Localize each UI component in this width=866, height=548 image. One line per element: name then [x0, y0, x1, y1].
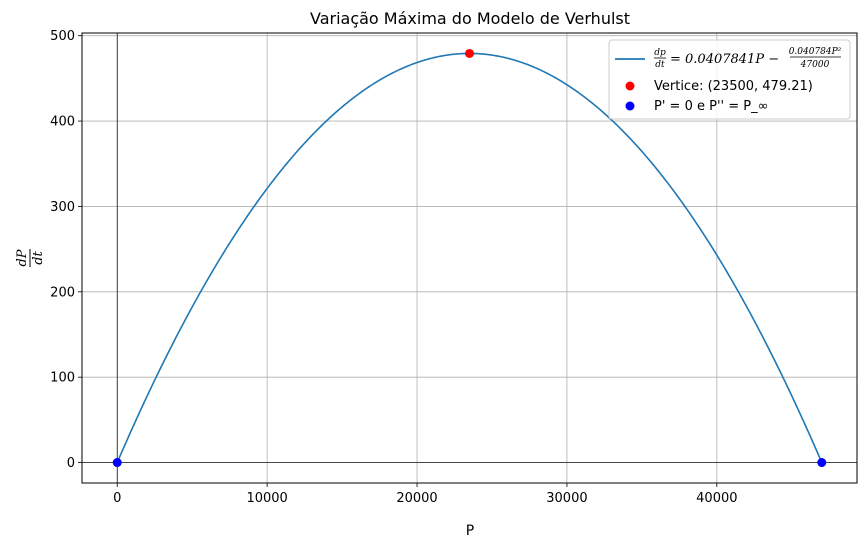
- plot-frame: [81, 32, 858, 484]
- y-tick-label: 400: [50, 115, 75, 130]
- y-axis-label: dP dt: [15, 249, 46, 267]
- legend-vertex-label: Vertice: (23500, 479.21): [654, 79, 813, 94]
- zero-lines: [82, 33, 857, 483]
- x-ticks: 0 10000 20000 30000 40000: [113, 483, 738, 506]
- x-tick-label: 10000: [246, 491, 287, 506]
- legend: dp dt = 0.0407841P − 0.040784P² 47000 Ve…: [608, 39, 851, 120]
- chart-title: Variação Máxima do Modelo de Verhulst: [310, 9, 630, 28]
- legend-frac-numerator: 0.040784P²: [789, 47, 842, 57]
- y-tick-label: 200: [50, 285, 75, 300]
- y-tick-label: 500: [50, 29, 75, 44]
- x-tick-label: 20000: [396, 491, 437, 506]
- y-ticks: 0 100 200 300 400 500: [50, 29, 82, 471]
- y-tick-label: 100: [50, 371, 75, 386]
- x-tick-label: 30000: [546, 491, 587, 506]
- legend-frac-denominator: 47000: [800, 60, 830, 70]
- y-tick-label: 0: [67, 456, 75, 471]
- legend-lhs-numerator: dp: [654, 48, 666, 58]
- x-axis-label: P: [466, 523, 474, 539]
- legend-vertex-swatch: [625, 81, 635, 91]
- root-point: [112, 458, 122, 468]
- vertex-point: [465, 48, 474, 58]
- points-layer: [112, 48, 827, 468]
- legend-roots-label: P' = 0 e P'' = P_∞: [654, 99, 768, 114]
- root-point: [817, 458, 827, 468]
- x-tick-label: 0: [113, 491, 121, 506]
- x-tick-label: 40000: [696, 491, 737, 506]
- legend-box: [608, 39, 851, 120]
- y-tick-label: 300: [50, 200, 75, 215]
- legend-roots-swatch: [625, 101, 635, 111]
- legend-lhs-denominator: dt: [655, 60, 665, 70]
- legend-rhs: = 0.0407841P −: [670, 52, 779, 67]
- grid: [82, 33, 857, 483]
- y-axis-label-numerator: dP: [15, 249, 30, 266]
- y-axis-label-denominator: dt: [31, 250, 46, 264]
